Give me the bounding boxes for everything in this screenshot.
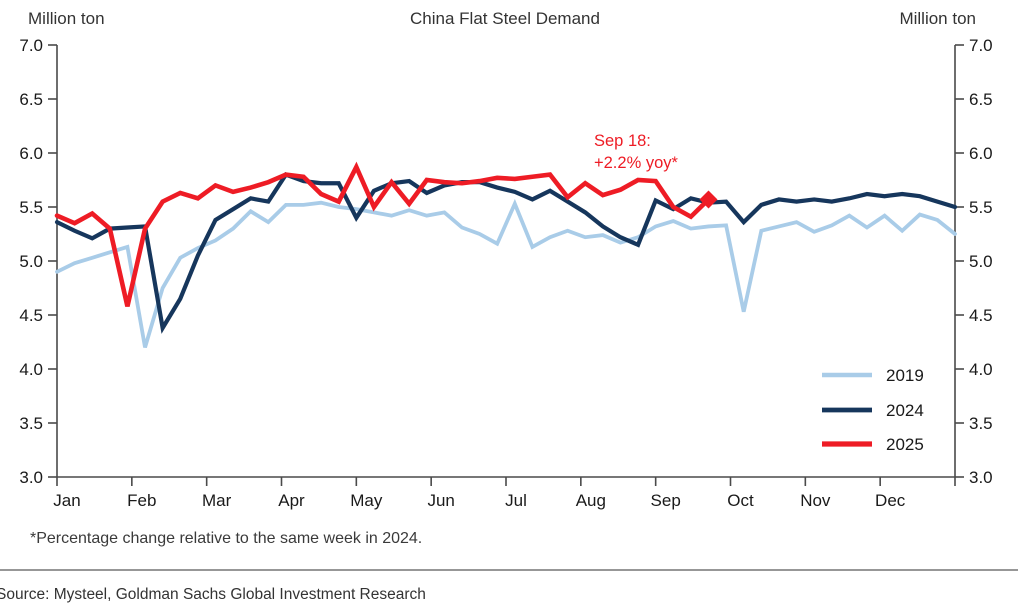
annotation-line2: +2.2% yoy* — [594, 154, 679, 172]
y-tick-label-left: 5.5 — [19, 198, 43, 217]
series-lines — [54, 161, 958, 348]
legend-label-2025: 2025 — [886, 435, 924, 454]
y-tick-label-right: 4.5 — [969, 306, 993, 325]
axes: 7.0 7.0 6.5 6.5 6.0 6.0 5.5 5.5 5.0 5.0 4.5 4.5 4.0 4… — [19, 36, 992, 510]
month-label: Aug — [576, 491, 606, 510]
annotation: Sep 18: +2.2% yoy* — [594, 132, 679, 172]
y-tick-label-right: 6.0 — [969, 144, 993, 163]
annotation-line1: Sep 18: — [594, 132, 651, 150]
month-label: Mar — [202, 491, 232, 510]
legend: 2019 2024 2025 — [822, 366, 924, 454]
y-tick-label-left: 3.5 — [19, 414, 43, 433]
legend-label-2024: 2024 — [886, 401, 924, 420]
chart-title: China Flat Steel Demand — [410, 9, 600, 28]
series-line-2025 — [54, 161, 711, 307]
month-label: Sep — [651, 491, 681, 510]
y-tick-label-right: 6.5 — [969, 90, 993, 109]
source-line: Source: Mysteel, Goldman Sachs Global In… — [0, 586, 426, 603]
y-tick-label-right: 3.5 — [969, 414, 993, 433]
footnote: *Percentage change relative to the same … — [30, 530, 422, 547]
month-label: Apr — [278, 491, 305, 510]
month-label: Nov — [800, 491, 831, 510]
month-label: Jan — [53, 491, 80, 510]
y-tick-label-right: 5.0 — [969, 252, 993, 271]
y-tick-label-left: 4.0 — [19, 360, 43, 379]
month-label: Oct — [727, 491, 754, 510]
y-tick-label-left: 4.5 — [19, 306, 43, 325]
latest-point-diamond-marker — [699, 190, 718, 209]
month-label: Feb — [127, 491, 156, 510]
month-label: Jun — [427, 491, 454, 510]
y-tick-label-left: 6.5 — [19, 90, 43, 109]
y-tick-label-left: 3.0 — [19, 468, 43, 487]
right-axis-unit-label: Million ton — [899, 9, 976, 28]
series-line-2024 — [54, 172, 958, 334]
y-tick-label-right: 3.0 — [969, 468, 993, 487]
legend-label-2019: 2019 — [886, 366, 924, 385]
y-tick-label-left: 6.0 — [19, 144, 43, 163]
y-tick-label-right: 7.0 — [969, 36, 993, 55]
month-label: May — [350, 491, 383, 510]
y-tick-label-left: 7.0 — [19, 36, 43, 55]
left-axis-unit-label: Million ton — [28, 9, 105, 28]
month-label: Dec — [875, 491, 906, 510]
y-tick-label-right: 4.0 — [969, 360, 993, 379]
y-tick-label-left: 5.0 — [19, 252, 43, 271]
y-tick-label-right: 5.5 — [969, 198, 993, 217]
series-line-2019 — [55, 198, 957, 348]
month-label: Jul — [505, 491, 527, 510]
